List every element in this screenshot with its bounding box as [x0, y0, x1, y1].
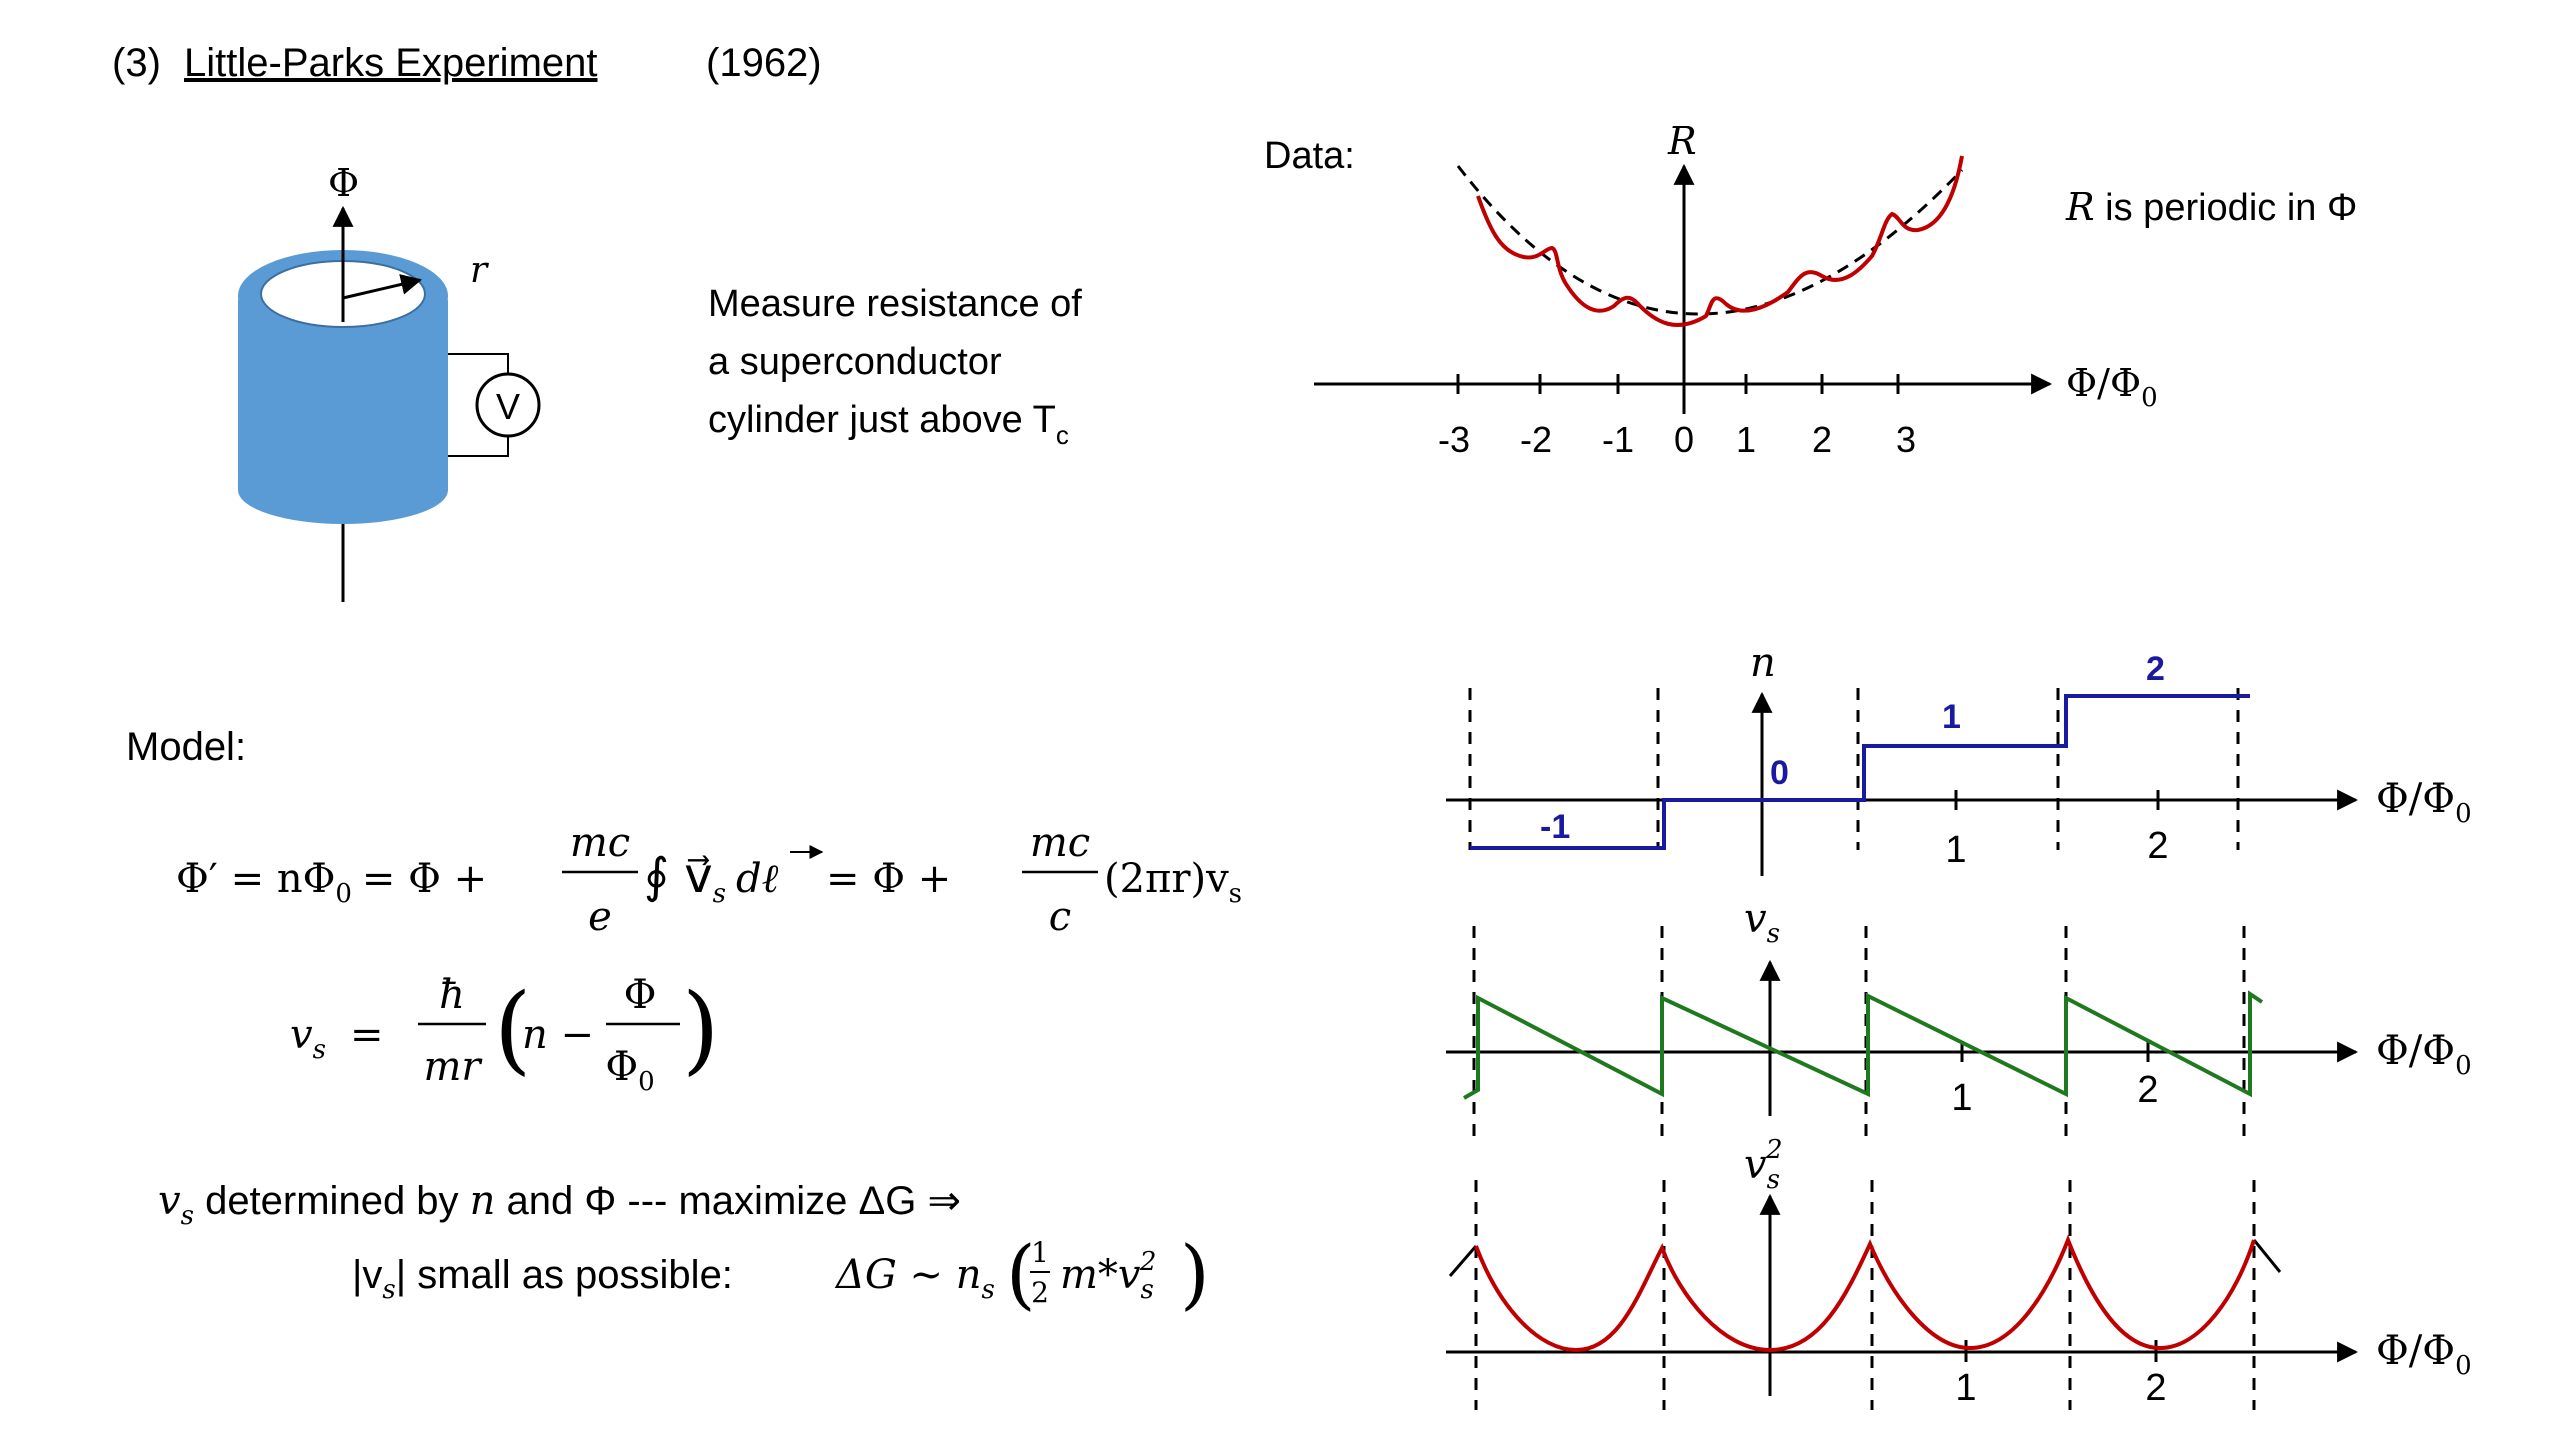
description-line-1: Measure resistance of [708, 283, 1082, 325]
eq2-frac-den: mr [423, 1044, 483, 1090]
flux-quantization-equation: Φ′ = nΦ0 = Φ + mc e ∮ v⃗s dℓ = Φ + mc c (2… [176, 820, 1242, 940]
periodic-note: R is periodic in Φ [2065, 185, 2357, 229]
vs2-x-label: Φ/Φ0 [2376, 1328, 2472, 1381]
radius-arrow [342, 274, 423, 300]
n-step-label: 2 [2146, 650, 2165, 688]
eq1-rhs-mid: = Φ + [826, 856, 951, 902]
eq2-frac2-den: Φ0 [605, 1044, 654, 1097]
vs2-curve [1474, 1234, 2256, 1353]
maximize-statement: vs determined by n and Φ --- maximize ΔG… [158, 1178, 961, 1231]
description-line-3: cylinder just above Tc [708, 399, 1069, 450]
vs2-left-stub [1448, 1245, 1478, 1277]
data-tick-label: -1 [1602, 419, 1634, 460]
radius-label: r [470, 250, 489, 291]
eq1-rhs-tail: (2πr)vs [1104, 856, 1242, 909]
envelope-curve [1456, 165, 1964, 316]
vs2-ticks [1964, 1340, 2158, 1362]
title-number: (3) [112, 41, 161, 85]
n-step-label: -1 [1540, 808, 1570, 846]
data-tick-label: -2 [1520, 419, 1552, 460]
eq2-open-paren: ( [494, 973, 531, 1085]
flux-label: Φ [328, 161, 359, 205]
n-tick-label: 2 [2147, 825, 2168, 867]
vs2-right-stub [2252, 1239, 2282, 1273]
eq1-integral: ∮ v⃗s dℓ [644, 848, 779, 909]
voltmeter-icon [475, 372, 541, 438]
title-block: (3) Little-Parks Experiment (1962) [112, 41, 822, 85]
n-tick-label: 1 [1945, 829, 1966, 871]
setup-description: Measure resistance of a superconductor c… [708, 283, 1082, 450]
svg-text:(3) Little-Parks Experim: (3) Little-Parks Experiment [112, 41, 598, 85]
vs-tick-label: 2 [2137, 1069, 2158, 1111]
n-x-label: Φ/Φ0 [2376, 776, 2472, 829]
cylinder-diagram: Φ r V [238, 161, 541, 602]
data-plot: Data: R Φ/Φ0 -3 -2 -1 0 1 2 3 [1264, 119, 2158, 460]
wire-top [448, 353, 509, 374]
n-step-function [1470, 694, 2250, 850]
data-tick-label: 3 [1896, 419, 1916, 460]
voltmeter-label: V [496, 386, 520, 427]
vs2-tick-label: 1 [1955, 1367, 1976, 1409]
data-tick-label: 1 [1736, 419, 1756, 460]
vs-tick-label: 1 [1951, 1077, 1972, 1119]
data-y-label: R [1667, 119, 1697, 163]
eq2-paren-n: n − [522, 1012, 594, 1058]
n-step-labels: -1 0 1 2 [1540, 650, 2165, 846]
vs-x-label: Φ/Φ0 [2376, 1028, 2472, 1081]
free-energy-formula: ΔG ~ ns ( 1 2 m*vs2 ) [834, 1229, 1210, 1318]
vs-sawtooth [1463, 990, 2264, 1100]
eq1-frac-num: mc [570, 820, 630, 866]
velocity-equation: vs = ħ mr ( n − Φ Φ0 ) [290, 972, 719, 1097]
description-line-2: a superconductor [708, 341, 1002, 383]
model-equations: Model: Φ′ = nΦ0 = Φ + mc e ∮ v⃗s dℓ = Φ + … [126, 725, 1242, 1318]
eq1-lhs: Φ′ = nΦ0 = Φ + [176, 856, 487, 909]
period-guide-lines [1468, 688, 2256, 1410]
model-label: Model: [126, 725, 246, 769]
free-energy-lhs: ΔG ~ ns [834, 1252, 995, 1305]
half-num: 1 [1031, 1236, 1049, 1269]
free-energy-close-paren: ) [1180, 1229, 1210, 1318]
eq2-close-paren: ) [682, 973, 719, 1085]
data-tick-label: 0 [1674, 419, 1694, 460]
eq2-frac2-num: Φ [624, 972, 657, 1018]
cylinder-body [238, 300, 448, 524]
eq2-lhs: vs [290, 1012, 326, 1065]
data-x-label: Φ/Φ0 [2066, 361, 2158, 413]
eq1-frac2-den: c [1049, 894, 1071, 940]
data-label: Data: [1264, 135, 1355, 177]
half-den: 2 [1031, 1276, 1049, 1309]
vs-y-label: vs [1744, 896, 1780, 949]
winding-number-plot: n Φ/Φ0 1 2 -1 0 1 2 [1446, 640, 2472, 876]
data-tick-label: -3 [1438, 419, 1470, 460]
n-ticks [1954, 790, 2160, 810]
velocity-squared-plot: vs2 Φ/Φ0 1 2 [1446, 1135, 2472, 1409]
n-y-label: n [1750, 640, 1776, 686]
eq1-frac2-num: mc [1030, 820, 1090, 866]
data-ticks [1456, 374, 1900, 394]
title-name: Little-Parks Experiment [184, 41, 597, 85]
measured-resistance-curve [1476, 155, 1964, 327]
wire-bottom [448, 436, 509, 457]
eq2-eq: = [350, 1012, 384, 1058]
n-step-label: 0 [1770, 754, 1789, 792]
small-velocity-statement: |vs| small as possible: [352, 1253, 733, 1305]
vs2-y-label: vs2 [1744, 1135, 1783, 1195]
n-step-label: 1 [1942, 698, 1961, 736]
vs2-tick-label: 2 [2145, 1367, 2166, 1409]
free-energy-tail: m*vs2 [1060, 1247, 1156, 1305]
eq1-frac-den: e [588, 894, 612, 940]
data-tick-labels: -3 -2 -1 0 1 2 3 [1438, 419, 1916, 460]
vs-ticks [1960, 1042, 2150, 1062]
data-tick-label: 2 [1812, 419, 1832, 460]
free-energy-open-paren: ( [1006, 1229, 1036, 1318]
velocity-plot: vs Φ/Φ0 1 2 [1446, 896, 2472, 1119]
title-year: (1962) [706, 41, 822, 85]
eq2-frac-num: ħ [439, 972, 465, 1018]
